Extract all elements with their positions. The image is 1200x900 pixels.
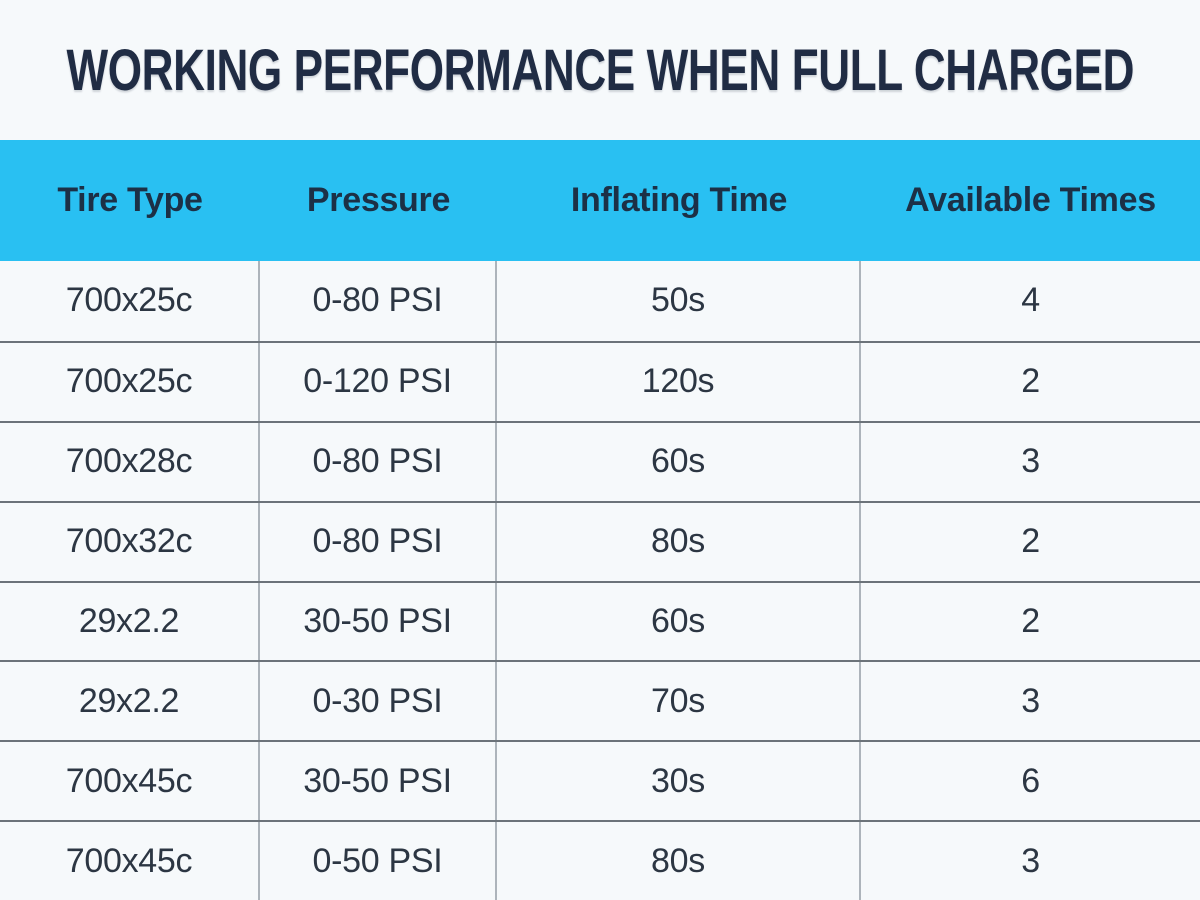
table-cell: 4: [1021, 281, 1040, 320]
table-cell: 70s: [497, 662, 861, 741]
table-cell: 2: [1021, 362, 1040, 401]
table-cell: 700x45c: [0, 822, 260, 900]
table-cell: 30s: [497, 742, 861, 821]
table-cell: 700x32c: [0, 502, 260, 581]
table-cell: 0-80 PSI: [260, 261, 497, 341]
table-cell: 700x45c: [0, 742, 260, 821]
table-cell: 3: [1021, 681, 1040, 720]
column-header-available-times: Available Times: [905, 181, 1156, 219]
table-cell: 700x25c: [0, 261, 260, 341]
table-cell: 80s: [497, 502, 861, 581]
page-title: WORKING PERFORMANCE WHEN FULL CHARGED: [66, 37, 1134, 103]
column-header-inflating-time: Inflating Time: [570, 181, 788, 219]
performance-table: Tire Type Pressure Inflating Time Availa…: [0, 140, 1200, 900]
table-cell: 3: [1021, 841, 1040, 880]
table-cell: 60s: [497, 582, 861, 661]
table-cell: 6: [1021, 761, 1040, 800]
column-header-tire-type: Tire Type: [57, 181, 203, 219]
table-cell: 80s: [497, 822, 861, 900]
table-cell: 2: [1021, 601, 1040, 640]
table-cell: 120s: [497, 342, 861, 421]
table-cell: 0-30 PSI: [260, 662, 497, 741]
table-cell: 700x25c: [0, 342, 260, 421]
title-area: WORKING PERFORMANCE WHEN FULL CHARGED: [0, 0, 1200, 140]
table-row: 700x25c 0-80 PSI 50s 4: [0, 261, 1200, 341]
table-row: 700x45c 30-50 PSI 30s 6: [0, 740, 1200, 821]
table-cell: 0-80 PSI: [260, 502, 497, 581]
table-row: 29x2.2 30-50 PSI 60s 2: [0, 580, 1200, 661]
table-cell: 0-120 PSI: [260, 342, 497, 421]
table-cell: 29x2.2: [0, 582, 260, 661]
table-cell: 700x28c: [0, 422, 260, 501]
table-cell: 0-80 PSI: [260, 422, 497, 501]
table-row: 700x32c 0-80 PSI 80s 2: [0, 500, 1200, 581]
table-row: 700x25c 0-120 PSI 120s 2: [0, 340, 1200, 421]
table-row: 700x45c 0-50 PSI 80s 3: [0, 820, 1200, 900]
table-cell: 50s: [497, 261, 861, 341]
table-cell: 30-50 PSI: [260, 742, 497, 821]
table-cell: 29x2.2: [0, 662, 260, 741]
table-cell: 60s: [497, 422, 861, 501]
table-body: 700x25c 0-80 PSI 50s 4 700x25c 0-120 PSI 120s 2…: [0, 261, 1200, 900]
column-header-pressure: Pressure: [306, 181, 451, 219]
table-cell: 2: [1021, 522, 1040, 561]
table-row: 700x28c 0-80 PSI 60s 3: [0, 420, 1200, 501]
table-header-row: Tire Type Pressure Inflating Time Availa…: [0, 140, 1200, 261]
table-cell: 0-50 PSI: [260, 822, 497, 900]
table-row: 29x2.2 0-30 PSI 70s 3: [0, 660, 1200, 741]
table-cell: 30-50 PSI: [260, 582, 497, 661]
table-cell: 3: [1021, 442, 1040, 481]
